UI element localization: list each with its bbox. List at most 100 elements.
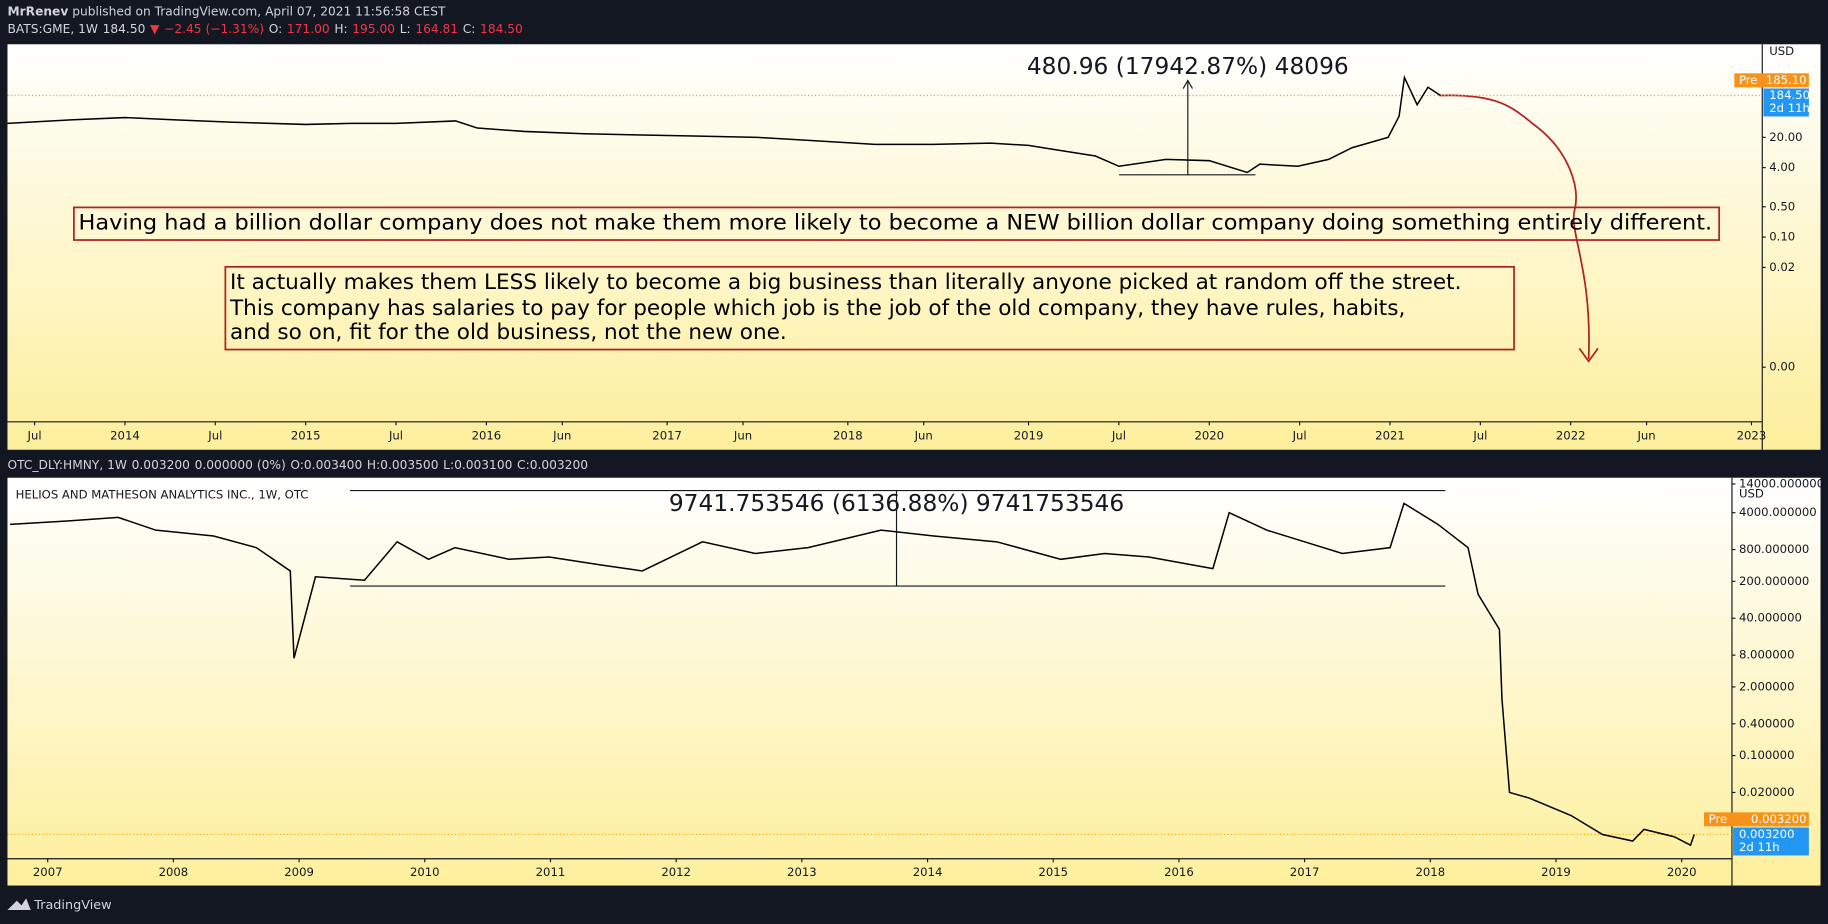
note: Having had a billion dollar company does… bbox=[79, 211, 1713, 236]
y-tick-label: 0.020000 bbox=[1739, 785, 1795, 799]
info-item: 164.81 bbox=[415, 22, 458, 36]
y-tick-label: 0.50 bbox=[1769, 199, 1795, 213]
x-tick-label: 2015 bbox=[291, 428, 321, 442]
x-tick-label: 2017 bbox=[652, 428, 682, 442]
y-tick-label: 2.000000 bbox=[1739, 679, 1795, 693]
pre-text: Pre bbox=[1709, 812, 1728, 826]
info-item: O:0.003400 bbox=[290, 457, 362, 471]
info-item: O: bbox=[269, 22, 283, 36]
pane bbox=[7, 44, 1821, 450]
x-tick-label: 2020 bbox=[1667, 865, 1697, 879]
x-tick-label: Jun bbox=[1637, 428, 1656, 442]
info-item: H: bbox=[334, 22, 347, 36]
x-tick-label: Jul bbox=[388, 428, 403, 442]
x-tick-label: 2014 bbox=[110, 428, 140, 442]
y-tick-label: 0.00 bbox=[1769, 360, 1795, 374]
y-tick-label: 200.000000 bbox=[1739, 574, 1809, 588]
last-badge bbox=[1733, 827, 1809, 856]
note: and so on, fit for the old business, not… bbox=[230, 320, 787, 345]
y-tick-label: 8.000000 bbox=[1739, 648, 1795, 662]
drawn-arrow bbox=[1439, 94, 1590, 359]
x-tick-label: 2017 bbox=[1290, 865, 1320, 879]
y-tick-label: 0.400000 bbox=[1739, 716, 1795, 730]
currency: USD bbox=[1739, 487, 1764, 501]
x-tick-label: 2018 bbox=[1415, 865, 1445, 879]
x-tick-label: Jul bbox=[1292, 428, 1307, 442]
note: It actually makes them LESS likely to be… bbox=[230, 270, 1461, 295]
info-item: −2.45 (−1.31%) bbox=[164, 22, 264, 36]
drawn-arrow-head bbox=[1578, 347, 1599, 363]
info-item: 0.000000 (0%) bbox=[195, 457, 286, 471]
x-tick-label: Jul bbox=[27, 428, 42, 442]
countdown: 2d 11h bbox=[1769, 101, 1810, 115]
x-tick-label: Jun bbox=[733, 428, 752, 442]
pre-badge bbox=[1734, 73, 1809, 88]
info-item: C: bbox=[463, 22, 476, 36]
currency: USD bbox=[1769, 44, 1794, 58]
measure-label: 9741.753546 (6136.88%) 9741753546 bbox=[669, 490, 1124, 517]
x-tick-label: 2018 bbox=[833, 428, 863, 442]
last-badge bbox=[1763, 88, 1809, 117]
measure-label: 480.96 (17942.87%) 48096 bbox=[1027, 53, 1349, 80]
x-tick-label: 2010 bbox=[410, 865, 440, 879]
info-item: C:0.003200 bbox=[517, 457, 588, 471]
x-tick-label: 2007 bbox=[33, 865, 63, 879]
x-tick-label: 2013 bbox=[787, 865, 817, 879]
info-item: BATS:GME, 1W bbox=[7, 22, 97, 36]
info-item: H:0.003500 bbox=[367, 457, 439, 471]
author: MrRenev published on TradingView.com, Ap… bbox=[7, 4, 445, 18]
footer: TradingView bbox=[33, 898, 111, 913]
symbol-info: BATS:GME, 1W 184.50 ▼ −2.45 (−1.31%) O: 171.0… bbox=[7, 22, 522, 36]
x-tick-label: Jul bbox=[1111, 428, 1126, 442]
y-tick-label: 4.00 bbox=[1769, 160, 1795, 174]
note-box bbox=[73, 206, 1721, 241]
x-tick-label: 2008 bbox=[159, 865, 189, 879]
note: This company has salaries to pay for peo… bbox=[229, 296, 1405, 321]
pre-badge bbox=[1704, 812, 1809, 827]
measure-arrow bbox=[1182, 79, 1193, 89]
info-item: ▼ bbox=[150, 22, 160, 36]
info-item: L: bbox=[400, 22, 411, 36]
countdown: 2d 11h bbox=[1739, 840, 1780, 854]
published: published on TradingView.com, April 07, … bbox=[72, 4, 446, 18]
x-tick-label: Jul bbox=[207, 428, 222, 442]
x-tick-label: Jul bbox=[1472, 428, 1487, 442]
pre-text: Pre bbox=[1739, 73, 1758, 87]
info-item: 195.00 bbox=[352, 22, 395, 36]
x-tick-label: 2012 bbox=[661, 865, 691, 879]
x-tick-label: 2016 bbox=[1164, 865, 1194, 879]
y-tick-label: 20.00 bbox=[1769, 130, 1802, 144]
y-tick-label: 0.10 bbox=[1769, 230, 1795, 244]
x-tick-label: 2019 bbox=[1541, 865, 1571, 879]
author-name: MrRenev bbox=[7, 4, 68, 18]
x-tick-label: 2015 bbox=[1038, 865, 1068, 879]
note-box bbox=[224, 265, 1515, 351]
pane bbox=[7, 477, 1821, 886]
last-price: 184.50 bbox=[1769, 88, 1810, 102]
x-tick-label: 2011 bbox=[536, 865, 566, 879]
y-tick-label: 0.02 bbox=[1769, 260, 1795, 274]
x-tick-label: 2020 bbox=[1194, 428, 1224, 442]
info-item: 184.50 bbox=[480, 22, 523, 36]
y-tick-label: 800.000000 bbox=[1739, 542, 1809, 556]
y-tick-label: 4000.000000 bbox=[1739, 505, 1817, 519]
info-item: OTC_DLY:HMNY, 1W bbox=[7, 457, 127, 471]
x-tick-label: 2019 bbox=[1014, 428, 1044, 442]
x-tick-label: 2023 bbox=[1737, 428, 1767, 442]
info-item: L:0.003100 bbox=[443, 457, 512, 471]
x-tick-label: 2022 bbox=[1556, 428, 1586, 442]
y-tick-label: 0.100000 bbox=[1739, 748, 1795, 762]
y-tick-label: 14000.000000 bbox=[1739, 476, 1824, 490]
last-price: 0.003200 bbox=[1739, 827, 1795, 841]
symbol-info: OTC_DLY:HMNY, 1W 0.003200 0.000000 (0%) O:0… bbox=[7, 457, 588, 471]
pre-price: 185.10 bbox=[1766, 73, 1807, 87]
price-line bbox=[9, 502, 1695, 847]
x-tick-label: Jun bbox=[914, 428, 933, 442]
info-item: 0.003200 bbox=[132, 457, 190, 471]
x-tick-label: 2016 bbox=[472, 428, 502, 442]
info-item: 171.00 bbox=[287, 22, 330, 36]
pre-price: 0.003200 bbox=[1751, 812, 1807, 826]
x-tick-label: Jun bbox=[552, 428, 571, 442]
